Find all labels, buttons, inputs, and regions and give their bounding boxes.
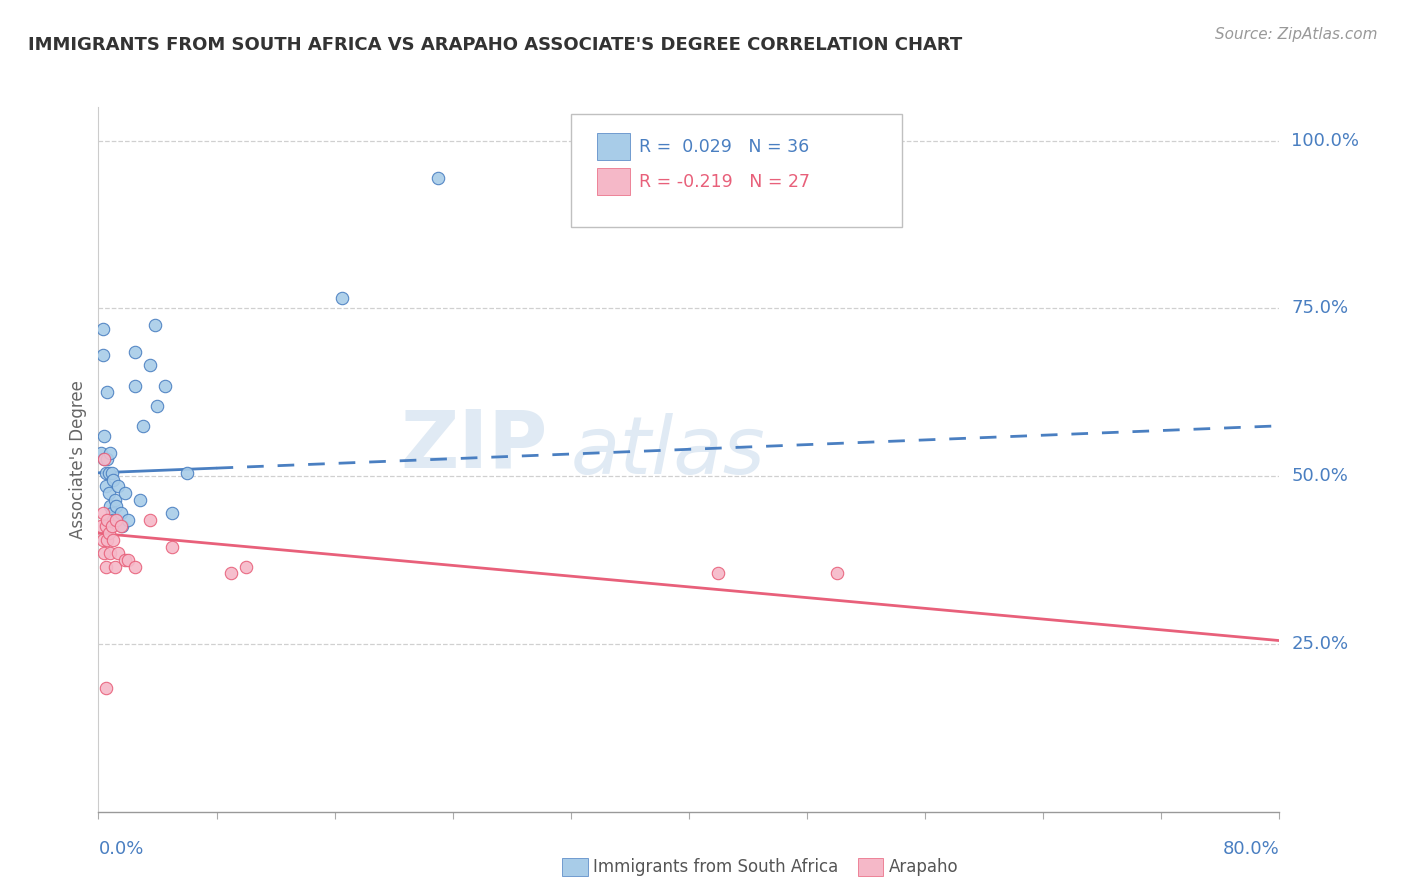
Point	[162, 506, 183, 520]
Point	[91, 348, 114, 362]
Text: 50.0%: 50.0%	[1291, 467, 1348, 485]
Point	[105, 513, 128, 527]
Text: 100.0%: 100.0%	[1291, 132, 1360, 150]
Point	[707, 566, 730, 581]
Bar	[596, 169, 630, 195]
Point	[94, 519, 117, 533]
Point	[93, 452, 115, 467]
Point	[98, 500, 121, 514]
Point	[162, 540, 183, 554]
Point	[107, 546, 129, 560]
Text: R =  0.029   N = 36: R = 0.029 N = 36	[640, 137, 810, 155]
Point	[139, 359, 162, 373]
Text: 75.0%: 75.0%	[1291, 300, 1348, 318]
Point	[132, 418, 155, 433]
Point	[107, 479, 129, 493]
Y-axis label: Associate's Degree: Associate's Degree	[69, 380, 87, 539]
Point	[124, 345, 146, 359]
Point	[153, 378, 176, 392]
Point	[93, 452, 115, 467]
Point	[96, 513, 118, 527]
Point	[103, 473, 125, 487]
Point	[97, 486, 120, 500]
Point	[235, 559, 257, 574]
Point	[117, 513, 139, 527]
Text: IMMIGRANTS FROM SOUTH AFRICA VS ARAPAHO ASSOCIATE'S DEGREE CORRELATION CHART: IMMIGRANTS FROM SOUTH AFRICA VS ARAPAHO …	[28, 36, 962, 54]
Point	[104, 559, 127, 574]
Point	[330, 291, 353, 305]
Point	[90, 519, 112, 533]
Point	[98, 546, 121, 560]
Text: Immigrants from South Africa: Immigrants from South Africa	[593, 858, 838, 876]
Text: atlas: atlas	[571, 413, 766, 491]
Point	[90, 445, 112, 459]
Point	[97, 526, 120, 541]
Point	[103, 533, 125, 547]
Point	[94, 559, 117, 574]
Text: 25.0%: 25.0%	[1291, 635, 1348, 653]
Point	[110, 519, 132, 533]
Point	[114, 553, 136, 567]
Point	[98, 445, 121, 459]
Point	[124, 559, 146, 574]
Point	[176, 466, 198, 480]
Point	[94, 466, 117, 480]
Point	[139, 513, 162, 527]
Text: ZIP: ZIP	[399, 406, 547, 484]
Point	[100, 466, 122, 480]
Point	[94, 681, 117, 695]
Point	[97, 466, 120, 480]
Point	[105, 500, 128, 514]
Point	[93, 429, 115, 443]
Point	[221, 566, 243, 581]
Text: 0.0%: 0.0%	[98, 840, 143, 858]
Point	[146, 399, 169, 413]
Point	[100, 519, 122, 533]
Point	[114, 486, 136, 500]
Point	[103, 513, 125, 527]
Point	[91, 506, 114, 520]
FancyBboxPatch shape	[571, 114, 901, 227]
Point	[93, 546, 115, 560]
Point	[143, 318, 166, 333]
Text: Arapaho: Arapaho	[889, 858, 959, 876]
Point	[110, 506, 132, 520]
Point	[825, 566, 848, 581]
Point	[96, 385, 118, 400]
Point	[427, 170, 450, 185]
Point	[111, 519, 134, 533]
Bar	[596, 133, 630, 160]
Text: R = -0.219   N = 27: R = -0.219 N = 27	[640, 173, 810, 191]
Text: Source: ZipAtlas.com: Source: ZipAtlas.com	[1215, 27, 1378, 42]
Point	[96, 452, 118, 467]
Point	[96, 533, 118, 547]
Text: 80.0%: 80.0%	[1223, 840, 1279, 858]
Point	[124, 378, 146, 392]
Point	[104, 492, 127, 507]
Point	[94, 479, 117, 493]
Point	[117, 553, 139, 567]
Point	[91, 321, 114, 335]
Point	[91, 533, 114, 547]
Point	[128, 492, 150, 507]
Point	[100, 506, 122, 520]
